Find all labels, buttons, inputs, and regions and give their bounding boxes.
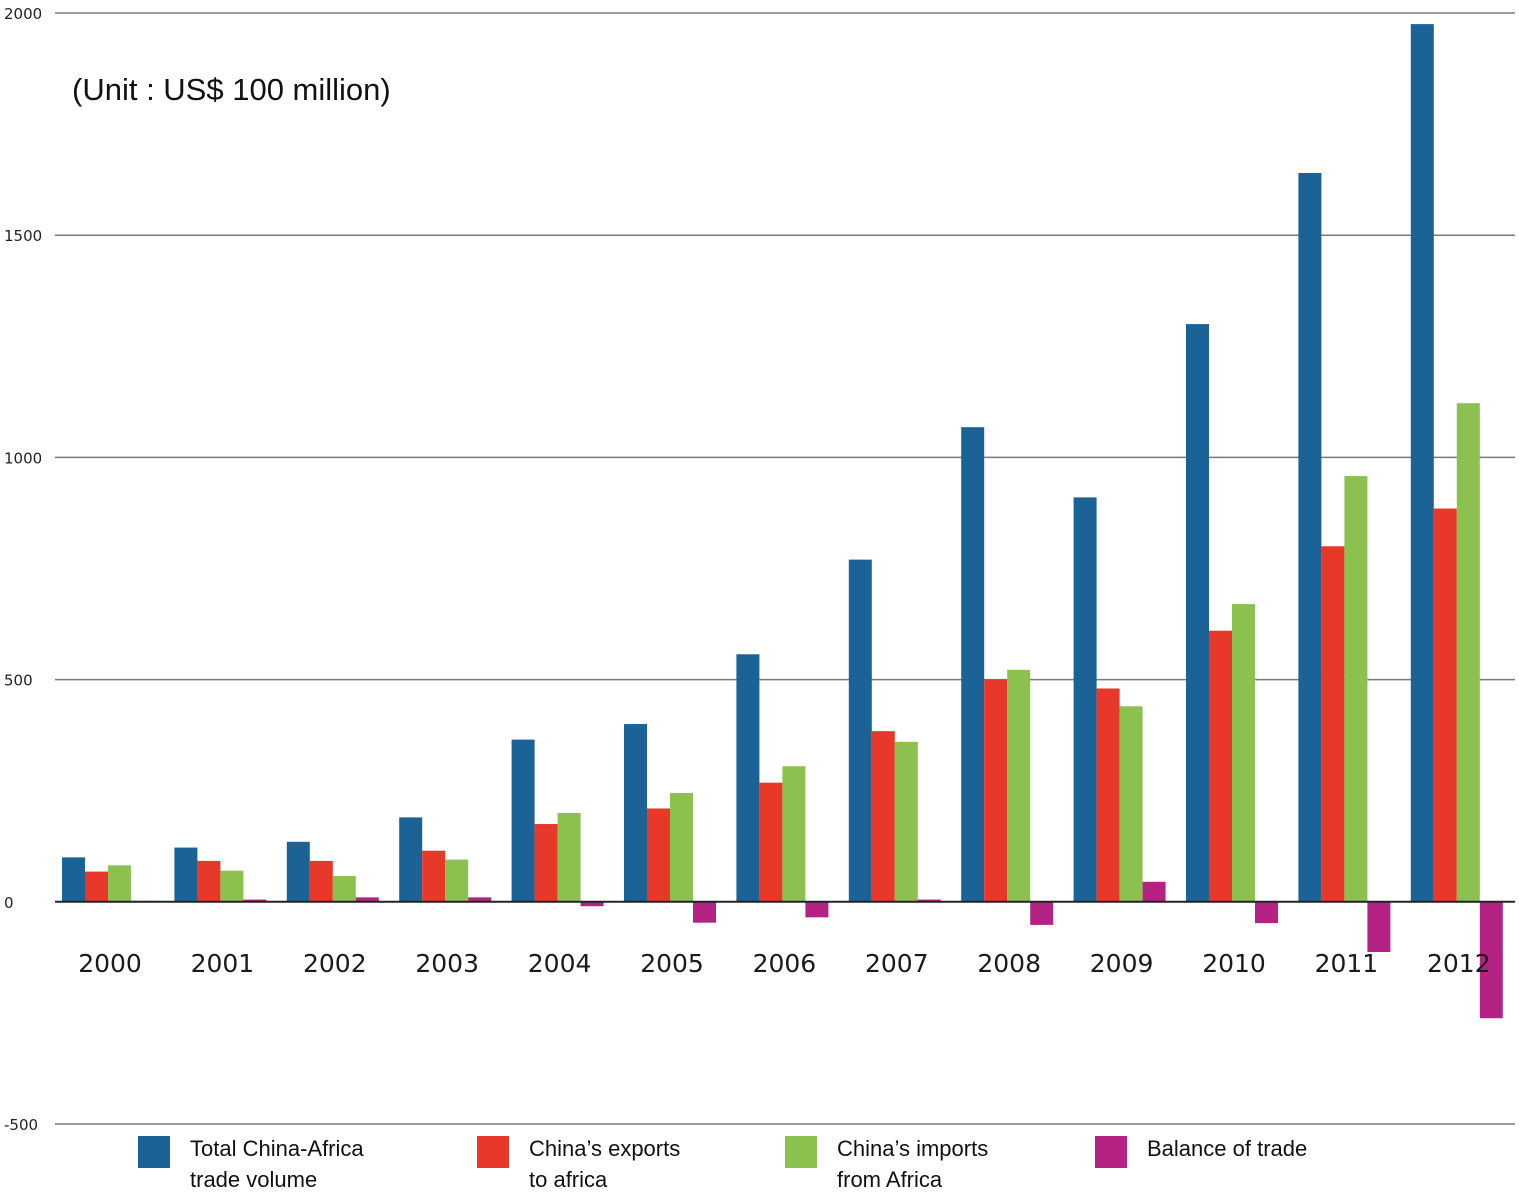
y-tick-label: -500	[4, 1116, 38, 1133]
bar-imports-2006	[782, 766, 805, 902]
legend-swatch-total-trade	[138, 1136, 170, 1168]
x-tick-label: 2002	[303, 949, 367, 978]
bar-balance-2010	[1255, 902, 1278, 923]
bar-exports-2007	[872, 731, 895, 902]
bar-exports-2003	[422, 851, 445, 902]
bar-total-trade-2011	[1298, 173, 1321, 902]
y-tick-label: 1500	[4, 227, 42, 245]
bar-total-trade-2007	[849, 560, 872, 902]
bar-imports-2004	[558, 813, 581, 902]
bar-exports-2002	[310, 861, 333, 902]
bar-imports-2010	[1232, 604, 1255, 902]
unit-note: (Unit : US$ 100 million)	[72, 72, 391, 108]
legend-label-imports: China’s imports from Africa	[837, 1133, 988, 1195]
bar-balance-2011	[1367, 902, 1390, 952]
bar-balance-2008	[1030, 902, 1053, 925]
x-tick-label: 2006	[753, 949, 817, 978]
bar-imports-2007	[895, 742, 918, 902]
y-tick-label: 500	[4, 672, 33, 690]
bar-balance-2005	[693, 902, 716, 923]
legend-item-balance: Balance of trade	[1095, 1133, 1307, 1168]
bar-imports-2011	[1344, 476, 1367, 902]
legend-swatch-imports	[785, 1136, 817, 1168]
bar-imports-2001	[220, 871, 243, 902]
bar-total-trade-2000	[62, 857, 85, 901]
bar-exports-2009	[1097, 688, 1120, 901]
bar-imports-2000	[108, 865, 131, 901]
bar-imports-2008	[1007, 670, 1030, 902]
x-tick-label: 2011	[1315, 949, 1379, 978]
bar-total-trade-2001	[174, 848, 197, 902]
y-axis-tick-labels: 2000 1500 1000 500 0 -500	[4, 5, 42, 1133]
bar-total-trade-2003	[399, 817, 422, 901]
legend-label-balance: Balance of trade	[1147, 1133, 1307, 1164]
bar-imports-2003	[445, 860, 468, 902]
bar-total-trade-2005	[624, 724, 647, 902]
bars	[62, 24, 1503, 1018]
x-tick-label: 2000	[78, 949, 142, 978]
bar-balance-2006	[805, 902, 828, 918]
x-tick-label: 2012	[1427, 949, 1491, 978]
legend-item-exports: China’s exports to africa	[477, 1133, 680, 1195]
x-tick-label: 2010	[1202, 949, 1266, 978]
x-tick-label: 2005	[640, 949, 704, 978]
y-tick-label: 2000	[4, 5, 42, 23]
bar-exports-2012	[1434, 509, 1457, 902]
legend-swatch-exports	[477, 1136, 509, 1168]
bar-total-trade-2002	[287, 842, 310, 902]
bar-total-trade-2010	[1186, 324, 1209, 902]
bar-exports-2011	[1321, 546, 1344, 902]
x-tick-label: 2003	[415, 949, 479, 978]
legend-swatch-balance	[1095, 1136, 1127, 1168]
bar-total-trade-2009	[1074, 497, 1097, 901]
bar-imports-2002	[333, 876, 356, 902]
bar-exports-2005	[647, 808, 670, 901]
legend-item-total-trade: Total China-Africa trade volume	[138, 1133, 364, 1195]
y-tick-label: 1000	[4, 449, 42, 467]
x-axis-category-labels: 2000 2001 2002 2003 2004 2005 2006 2007 2008 2009…	[78, 949, 1490, 978]
legend-item-imports: China’s imports from Africa	[785, 1133, 988, 1195]
bar-exports-2010	[1209, 631, 1232, 902]
bar-imports-2012	[1457, 403, 1480, 902]
bar-imports-2009	[1120, 706, 1143, 902]
bar-exports-2008	[984, 680, 1007, 902]
legend-label-total-trade: Total China-Africa trade volume	[190, 1133, 364, 1195]
legend: Total China-Africa trade volume China’s …	[0, 1133, 1519, 1190]
legend-label-exports: China’s exports to africa	[529, 1133, 680, 1195]
bar-total-trade-2006	[736, 654, 759, 902]
bar-exports-2006	[759, 783, 782, 902]
bar-imports-2005	[670, 793, 693, 902]
x-tick-label: 2004	[528, 949, 592, 978]
bar-total-trade-2012	[1411, 24, 1434, 902]
bar-exports-2001	[197, 861, 220, 902]
x-tick-label: 2008	[977, 949, 1041, 978]
bar-total-trade-2008	[961, 427, 984, 902]
bar-balance-2009	[1143, 882, 1166, 902]
bar-exports-2000	[85, 872, 108, 902]
bar-total-trade-2004	[512, 740, 535, 902]
x-tick-label: 2001	[191, 949, 255, 978]
x-tick-label: 2009	[1090, 949, 1154, 978]
bar-exports-2004	[535, 824, 558, 902]
x-tick-label: 2007	[865, 949, 929, 978]
y-tick-label: 0	[4, 894, 14, 912]
